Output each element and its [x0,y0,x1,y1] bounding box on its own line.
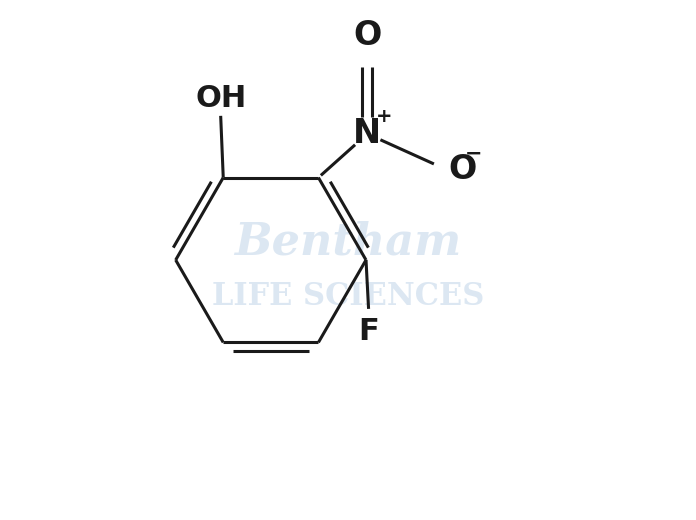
Text: Bentham: Bentham [235,220,461,264]
Text: OH: OH [195,84,246,113]
Text: F: F [358,317,379,346]
Text: +: + [376,107,393,126]
Text: O: O [449,153,477,186]
Text: −: − [465,144,482,163]
Text: LIFE SCIENCES: LIFE SCIENCES [212,280,484,311]
Text: O: O [353,19,381,51]
Text: N: N [354,118,381,150]
